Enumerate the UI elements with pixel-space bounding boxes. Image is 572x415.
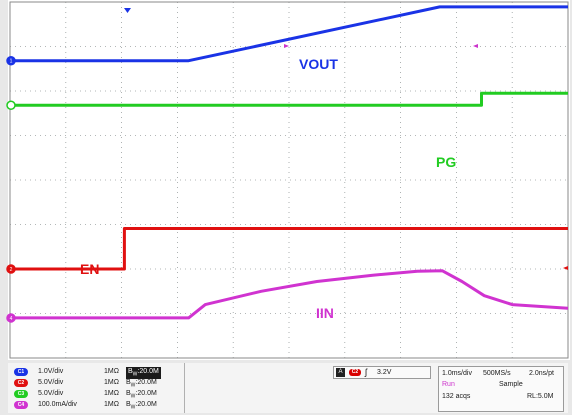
channel-marker-label: 1 <box>10 59 13 65</box>
cursor-right-icon[interactable] <box>473 44 478 48</box>
trace-iin <box>10 269 569 320</box>
channel-chip[interactable]: C4 <box>14 401 28 409</box>
channel-impedance: 1MΩ <box>104 390 119 397</box>
channel-bandwidth: BW:20.0M <box>126 378 157 390</box>
channel-marker-2[interactable] <box>6 100 16 110</box>
bw-value: :20.0M <box>137 368 159 375</box>
channel-chip[interactable]: C1 <box>14 368 28 376</box>
acquisition-mode: Sample <box>499 381 523 388</box>
channel-marker-1[interactable] <box>6 55 16 66</box>
acquisition-count: 132 acqs <box>442 393 471 400</box>
trigger-level-icon[interactable] <box>563 266 568 270</box>
divider <box>184 363 185 413</box>
trace-label-pg: PG <box>436 154 456 170</box>
channel-scale: 5.0V/div <box>38 390 64 397</box>
bw-value: :20.0M <box>135 401 157 408</box>
channel-chip[interactable]: C3 <box>14 390 28 398</box>
channel-marker-3[interactable] <box>6 264 16 274</box>
grid-border <box>9 1 569 359</box>
channel-impedance: 1MΩ <box>104 401 119 408</box>
bw-subscript: W <box>132 371 138 378</box>
rising-edge-icon: ʃ <box>365 367 367 377</box>
trace-label-en: EN <box>80 261 99 277</box>
bw-symbol: B <box>126 390 131 397</box>
time-resolution: 2.0ns/pt <box>529 370 554 377</box>
sample-rate: 500MS/s <box>483 370 511 377</box>
bw-subscript: W <box>130 382 136 389</box>
acquisition-readout[interactable]: 1.0ms/div 500MS/s 2.0ns/pt Run Sample 13… <box>438 366 564 412</box>
plot-area: 1 2 4 VOUT PG EN IIN <box>6 0 570 360</box>
bw-symbol: B <box>126 401 131 408</box>
trigger-mode: A <box>336 368 345 377</box>
channel-bandwidth: BW:20.0M <box>126 367 161 380</box>
trace-label-vout: VOUT <box>299 56 338 72</box>
trace-label-iin: IIN <box>316 305 334 321</box>
channel-impedance: 1MΩ <box>104 368 119 375</box>
cursor-left-icon[interactable] <box>284 44 290 48</box>
channel-bandwidth: BW:20.0M <box>126 389 157 401</box>
channel-chip[interactable]: C2 <box>14 379 28 387</box>
trigger-position-icon[interactable] <box>124 8 131 13</box>
timebase: 1.0ms/div <box>442 370 472 377</box>
trace-en <box>10 227 568 271</box>
trigger-source: C2 <box>349 369 361 376</box>
channel-scale: 100.0mA/div <box>38 401 77 408</box>
bw-subscript: W <box>130 404 136 411</box>
channel-marker-4[interactable] <box>6 313 16 323</box>
trace-vout <box>10 5 568 63</box>
channel-bandwidth: BW:20.0M <box>126 400 157 412</box>
trigger-readout[interactable]: A C2 ʃ 3.2V <box>333 366 431 379</box>
bw-subscript: W <box>130 393 136 400</box>
trace-pg <box>10 91 568 107</box>
bw-symbol: B <box>128 368 133 375</box>
channel-marker-label: 4 <box>10 316 13 322</box>
record-length: RL:5.0M <box>527 393 554 400</box>
status-bar: C1 1.0V/div 1MΩ BW:20.0M C2 5.0V/div 1MΩ… <box>8 363 568 413</box>
bw-value: :20.0M <box>135 379 157 386</box>
trigger-level: 3.2V <box>377 369 392 376</box>
channel-markers: 1 2 4 <box>6 55 16 323</box>
channel-scale: 1.0V/div <box>38 368 64 375</box>
channel-impedance: 1MΩ <box>104 379 119 386</box>
traces <box>10 5 569 320</box>
run-state: Run <box>442 381 455 388</box>
bw-symbol: B <box>126 379 131 386</box>
bw-value: :20.0M <box>135 390 157 397</box>
channel-marker-label: 2 <box>10 267 13 273</box>
channel-scale: 5.0V/div <box>38 379 64 386</box>
